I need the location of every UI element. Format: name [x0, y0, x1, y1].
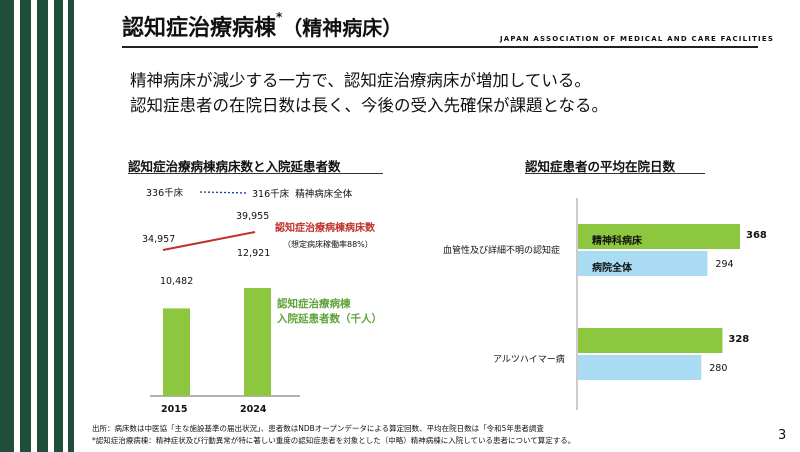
page-title: 認知症治療病棟*（精神病床） [122, 10, 403, 41]
right-chart-title-underline [525, 173, 705, 174]
hospital-bar-vascular [578, 251, 708, 276]
beds-2015-label: 34,957 [142, 234, 176, 245]
value-psych-alzheimer: 328 [728, 334, 750, 345]
footnote-definition: *認知症治療病棟：精神症状及び行動異常が特に著しい重度の認知症患者を対象とした（… [92, 436, 576, 445]
organization-name: JAPAN ASSOCIATION OF MEDICAL AND CARE FA… [500, 35, 775, 43]
decorative-stripes [0, 0, 80, 452]
page-number: 3 [778, 428, 787, 443]
psych-beds-2024-label: 316千床 精神病床全体 [252, 189, 353, 200]
beds-trend-line [162, 231, 256, 251]
value-psych-vascular: 368 [746, 230, 767, 241]
patients-bar-2024 [244, 288, 271, 396]
right-chart-title: 認知症患者の平均在院日数 [525, 159, 676, 174]
lead-text-line-2: 認知症患者の在院日数は長く、今後の受入先確保が課題となる。 [130, 96, 609, 115]
psych-bar-alzheimer [578, 328, 723, 353]
year-2015-label: 2015 [161, 404, 188, 415]
left-chart-title-underline [128, 173, 383, 174]
beds-legend: 認知症治療病棟病床数 [275, 223, 375, 234]
beds-note: （想定病床稼働率88%） [283, 240, 373, 249]
psych-beds-2015-label: 336千床 [146, 188, 184, 199]
category-vascular-label: 血管性及び詳細不明の認知症 [443, 246, 561, 256]
patients-legend: 認知症治療病棟 入院延患者数（千人） [277, 298, 382, 325]
value-hospital-alzheimer: 280 [709, 363, 728, 374]
footnote-source: 出所：病床数は中医協「主な施設基準の届出状況」、患者数はNDBオープンデータによ… [92, 424, 544, 433]
value-hospital-vascular: 294 [715, 259, 734, 270]
psych-bar-vascular [578, 224, 740, 249]
left-chart-title: 認知症治療病棟病床数と入院延患者数 [128, 159, 341, 174]
year-2024-label: 2024 [240, 404, 267, 415]
series-psych-legend: 精神科病床 [592, 236, 642, 247]
category-alzheimer-label: アルツハイマー病 [493, 355, 565, 365]
hospital-bar-alzheimer [578, 355, 702, 380]
patients-bar-2015 [163, 308, 190, 396]
psych-beds-trend-line [199, 191, 249, 194]
series-hospital-legend: 病院全体 [592, 263, 632, 274]
lead-text-line-1: 精神病床が減少する一方で、認知症治療病床が増加している。 [130, 71, 591, 90]
patients-2024-label: 12,921 [237, 248, 271, 259]
beds-2024-label: 39,955 [236, 211, 270, 222]
patients-2015-label: 10,482 [160, 276, 194, 287]
title-divider [122, 46, 758, 48]
